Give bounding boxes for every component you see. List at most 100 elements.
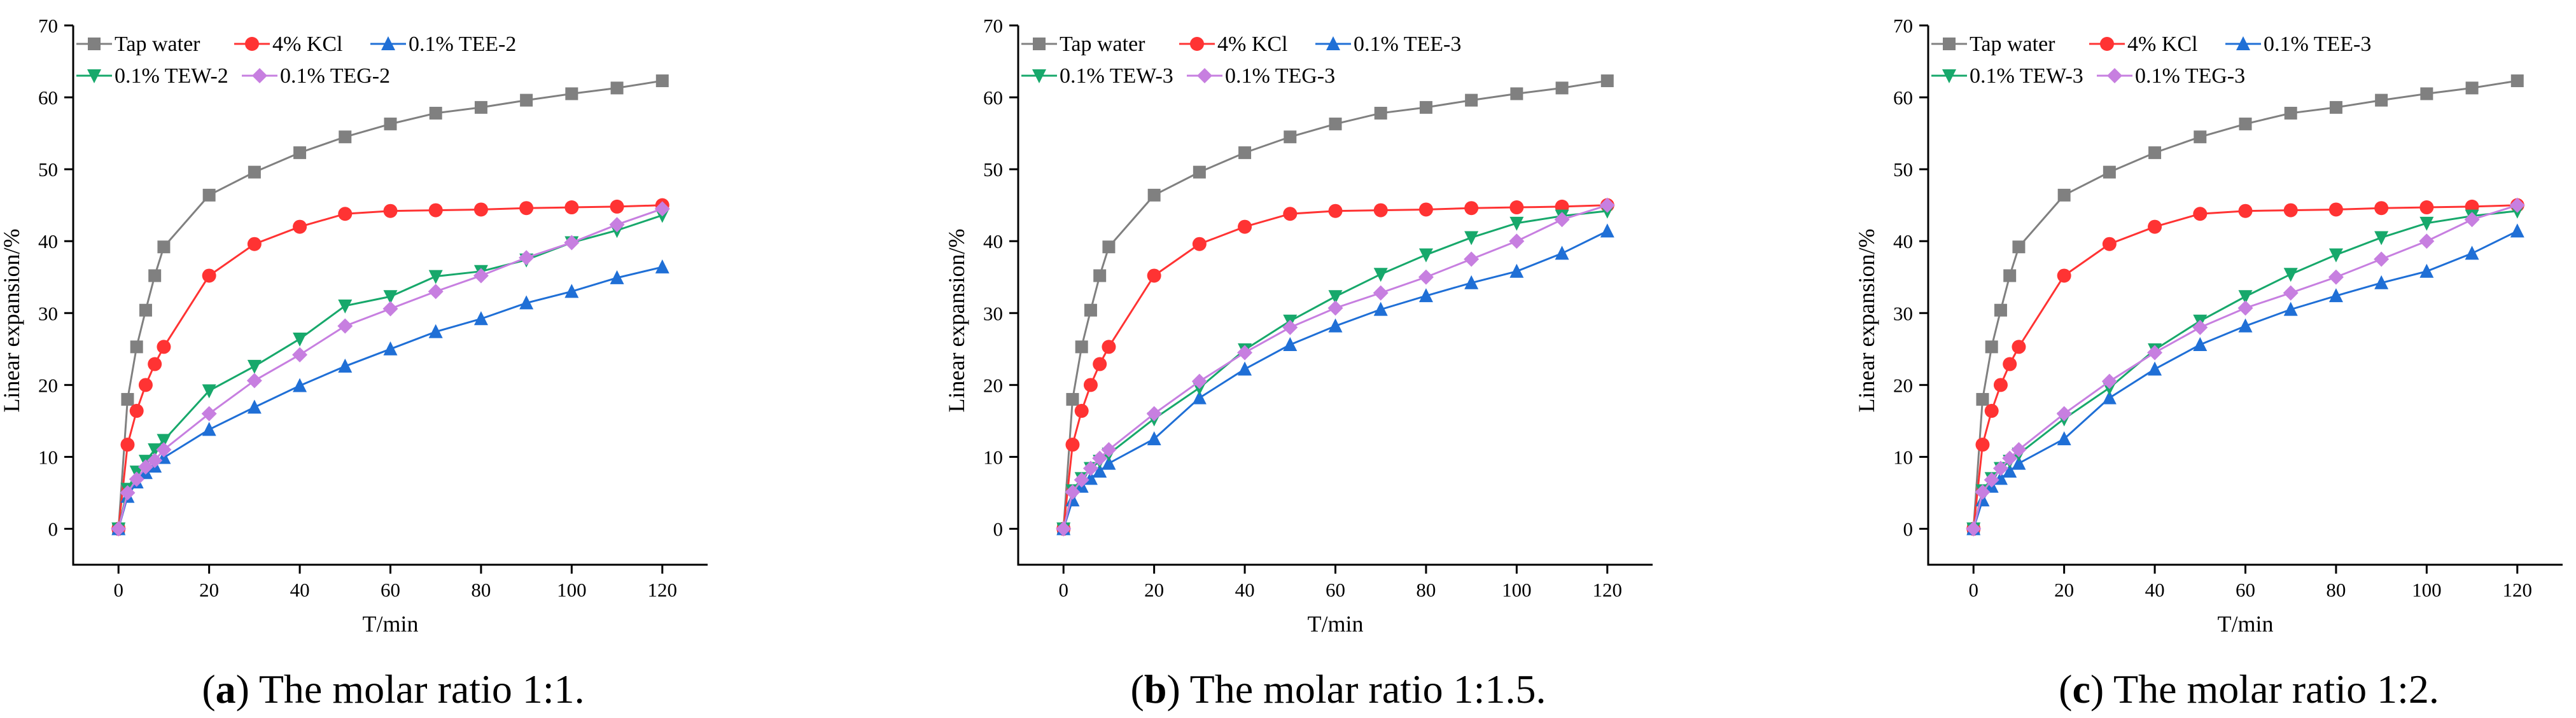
data-point [2148, 219, 2162, 234]
legend-entry: 0.1% TEG-3 [1187, 64, 1335, 88]
data-point [655, 74, 669, 88]
data-point [1283, 337, 1298, 352]
data-point [339, 130, 352, 144]
y-tick-label: 40 [983, 230, 1003, 252]
data-point [1238, 146, 1252, 160]
data-point [1555, 81, 1569, 95]
data-point [1065, 438, 1080, 452]
data-point [2193, 337, 2208, 352]
data-point [1418, 202, 1433, 217]
data-point [1238, 219, 1252, 234]
data-point [156, 442, 172, 458]
data-point [1283, 207, 1298, 221]
x-tick-label: 100 [1502, 579, 1532, 601]
data-point [293, 219, 307, 234]
data-point [1373, 268, 1388, 282]
data-point [202, 268, 216, 283]
data-point [1237, 345, 1253, 361]
y-tick-label: 10 [1893, 446, 1913, 468]
legend-entry: 0.1% TEG-3 [2097, 64, 2245, 88]
data-point [1093, 357, 1107, 371]
data-point [1554, 212, 1570, 228]
series-4-kcl [111, 198, 669, 536]
data-point [1984, 404, 1999, 418]
data-point [1373, 203, 1388, 217]
data-point [148, 269, 162, 282]
legend-marker [87, 69, 101, 83]
data-point [1418, 269, 1434, 285]
data-point [473, 202, 488, 217]
data-point [292, 347, 308, 362]
data-point [2464, 212, 2480, 228]
data-point [428, 284, 444, 300]
x-tick-label: 0 [1058, 579, 1068, 601]
data-point [338, 358, 353, 373]
x-tick-label: 120 [648, 579, 678, 601]
data-point [2509, 197, 2525, 213]
data-point [338, 299, 353, 314]
data-point [120, 485, 136, 501]
data-point [2147, 345, 2163, 361]
data-point [1464, 231, 1479, 245]
y-tick-label: 30 [1893, 302, 1913, 324]
data-point [1084, 303, 1097, 317]
data-point [2328, 288, 2343, 303]
y-tick-label: 0 [1903, 518, 1914, 540]
data-point [520, 93, 533, 107]
data-point [2012, 340, 2026, 354]
panel-caption-a: (a) The molar ratio 1:1. [202, 666, 584, 712]
data-point [148, 357, 162, 371]
x-tick-label: 80 [2326, 579, 2346, 601]
y-axis-title: Linear expansion/% [1854, 229, 1879, 413]
data-point [1975, 438, 1990, 452]
x-tick-label: 20 [199, 579, 219, 601]
series-line [1972, 210, 2517, 529]
data-point [1993, 378, 2008, 392]
legend-marker [252, 68, 267, 83]
legend-entry: Tap water [76, 32, 200, 56]
legend: Tap water 4% KCl 0.1% TEE-3 0.1% TEW-3 0.1% … [1931, 32, 2371, 88]
data-point [2057, 268, 2071, 283]
data-point [1555, 245, 1569, 260]
y-tick-label: 20 [38, 374, 58, 396]
data-point [1192, 390, 1207, 404]
y-tick-label: 60 [1893, 86, 1913, 109]
data-point [565, 87, 578, 100]
data-point [1600, 223, 1614, 238]
y-tick-label: 70 [38, 15, 58, 37]
data-point [138, 378, 153, 392]
legend-entry: 0.1% TEW-3 [1931, 64, 2083, 88]
data-point [610, 270, 624, 284]
data-point [1192, 237, 1207, 251]
data-point [2465, 81, 2479, 95]
x-axis-title: T/min [1308, 611, 1364, 637]
legend-entry: 0.1% TEE-2 [370, 32, 516, 56]
data-point [1373, 285, 1389, 301]
data-point [2420, 87, 2433, 100]
legend-marker [88, 38, 101, 50]
data-point [2238, 318, 2253, 333]
data-point [1083, 378, 1098, 392]
data-point [519, 201, 534, 216]
data-point [157, 434, 171, 448]
legend-entry: 4% KCl [234, 32, 343, 56]
series-line [117, 204, 662, 529]
legend: Tap water 4% KCl 0.1% TEE-3 0.1% TEW-3 0.1% … [1021, 32, 1461, 88]
data-point [1464, 251, 1480, 267]
data-point [1074, 472, 1089, 488]
data-point [1418, 288, 1433, 303]
data-point [129, 404, 144, 418]
legend-entry: Tap water [1021, 32, 1145, 56]
legend-marker [1190, 37, 1204, 51]
data-point [246, 373, 262, 389]
data-point [202, 188, 216, 202]
legend-marker [1197, 68, 1212, 83]
data-point [609, 217, 625, 233]
data-point [1193, 165, 1206, 179]
series-line [1972, 230, 2518, 529]
data-point [1374, 106, 1387, 120]
data-point [384, 117, 397, 130]
legend-marker [2236, 36, 2250, 50]
data-point [1464, 275, 1479, 289]
data-point [293, 146, 307, 160]
